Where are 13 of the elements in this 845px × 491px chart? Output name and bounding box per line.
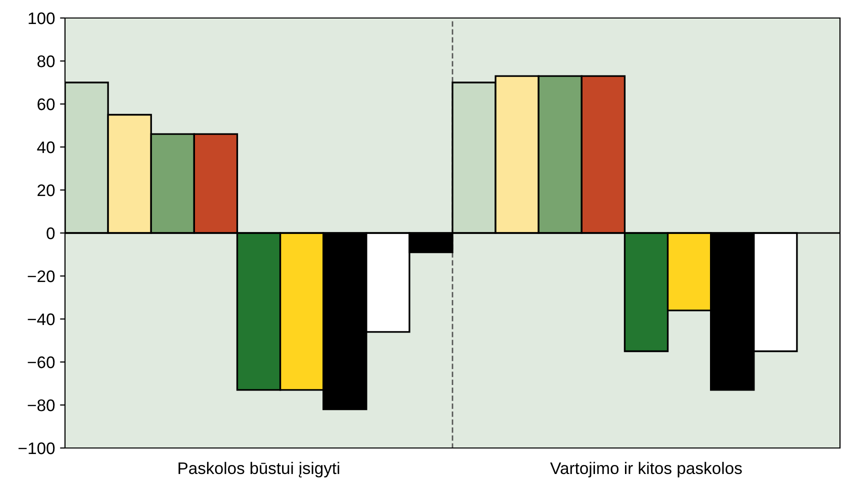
y-tick-label: −80 (28, 399, 55, 412)
x-tick-label: Vartojimo ir kitos paskolos (550, 462, 742, 478)
y-tick-label: 60 (38, 98, 55, 110)
y-tick-label: 80 (37, 55, 55, 68)
y-tick-label: −40 (28, 313, 55, 326)
y-tick-label: 40 (37, 141, 55, 154)
y-tick-label: 100 (28, 12, 55, 24)
y-tick-label: 20 (38, 184, 55, 196)
y-tick-label: 0 (46, 227, 55, 240)
y-tick-label: −60 (28, 356, 55, 368)
y-tick-label: −20 (28, 270, 55, 282)
y-tick-label: −100 (18, 442, 55, 454)
x-tick-label: Paskolos būstui įsigyti (178, 462, 340, 478)
